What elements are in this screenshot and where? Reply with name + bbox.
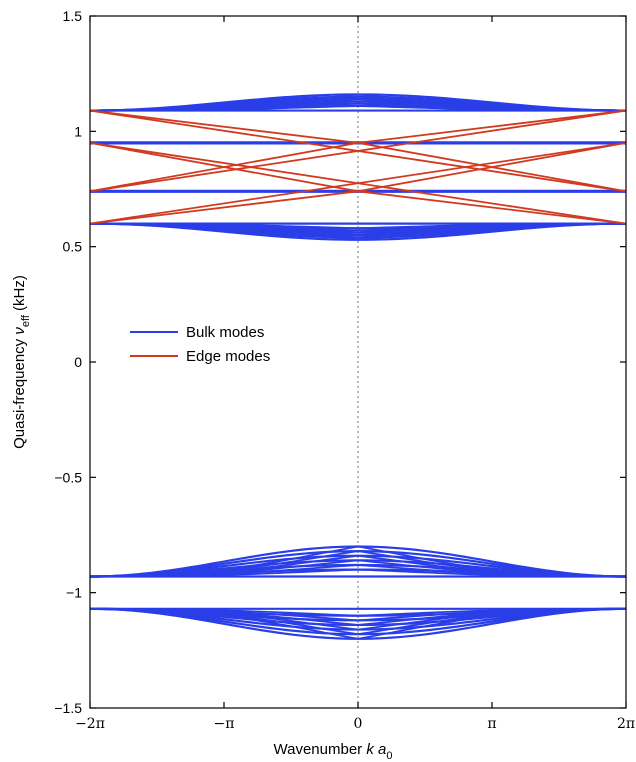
- bulk-mode-curve: [90, 607, 626, 640]
- bulk-mode-curve: [90, 222, 626, 241]
- axis-labels: Wavenumber k a0 Quasi-frequency νeff (kHz…: [11, 275, 392, 762]
- y-tick-label: −0.5: [54, 469, 82, 485]
- bulk-mode-curve: [90, 545, 626, 578]
- x-tick-label: −π: [214, 716, 235, 732]
- y-axis-label: Quasi-frequency νeff (kHz): [11, 275, 32, 449]
- y-tick-label: 1: [74, 123, 82, 139]
- y-tick-label: −1.5: [54, 700, 82, 716]
- edge-mode-line: [357, 141, 626, 193]
- bulk-mode-curve: [90, 93, 626, 112]
- x-tick-label: 2π: [617, 716, 635, 732]
- y-tick-label: −1: [66, 585, 82, 601]
- edge-mode-line: [90, 109, 626, 193]
- edge-mode-line: [90, 109, 359, 144]
- plot-area: [90, 16, 626, 708]
- legend: Bulk modes Edge modes: [130, 324, 270, 365]
- axes: 1.5 1 0.5 0 −0.5 −1 −1.5−2π −π 0 π 2π: [54, 8, 635, 732]
- edge-mode-line: [90, 190, 359, 225]
- y-tick-label: 0.5: [63, 239, 83, 255]
- x-tick-label: 0: [354, 716, 363, 732]
- edge-mode-line: [357, 109, 626, 144]
- y-tick-label: 0: [74, 354, 82, 370]
- edge-mode-line: [357, 190, 626, 225]
- x-tick-label: −2π: [75, 716, 105, 732]
- legend-label: Edge modes: [186, 348, 270, 365]
- edge-mode-line: [90, 141, 626, 225]
- y-tick-label: 1.5: [63, 8, 83, 24]
- edge-mode-line: [90, 141, 359, 193]
- legend-label: Bulk modes: [186, 324, 264, 341]
- x-tick-label: π: [487, 716, 496, 732]
- x-axis-label: Wavenumber k a0: [274, 741, 393, 762]
